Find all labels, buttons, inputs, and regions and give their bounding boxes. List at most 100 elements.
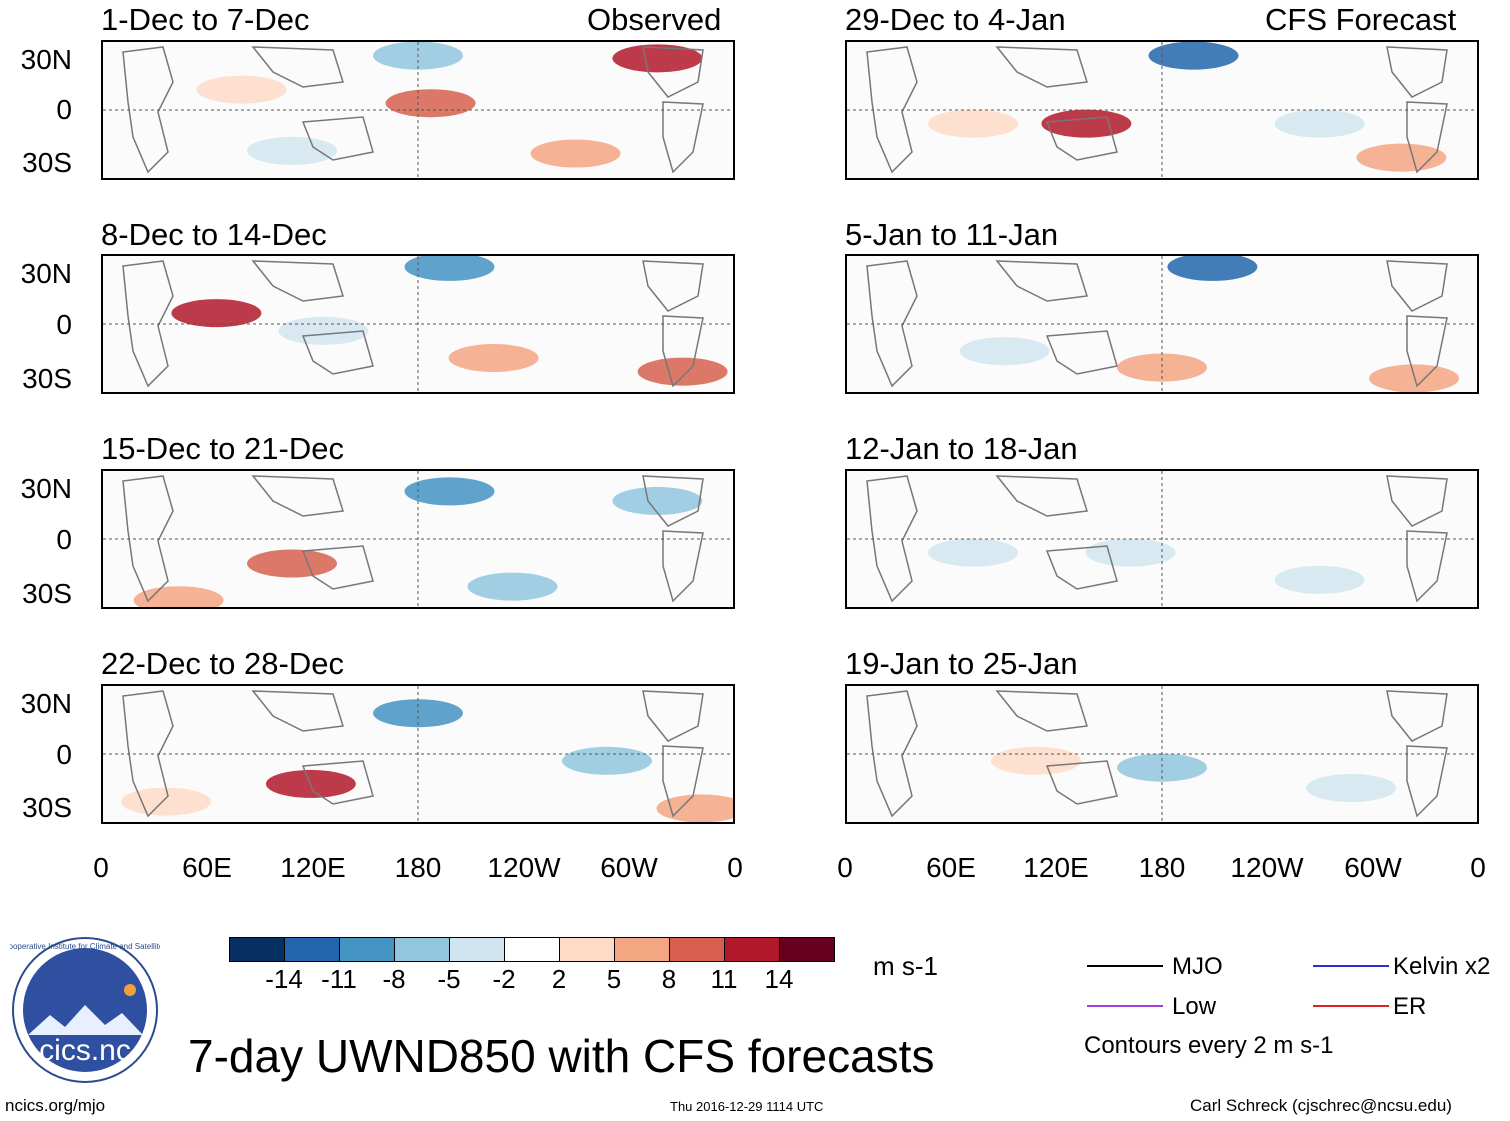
lat-label-30n-2: 30N (20, 258, 72, 289)
coastline (301, 116, 374, 161)
panel-title-left-2: 8-Dec to 14-Dec (101, 217, 327, 252)
colorbar-label-10: 14 (764, 964, 794, 994)
lon-label-right-60w: 60W (1344, 852, 1402, 883)
wind-anomaly-shading (1369, 364, 1459, 392)
coastline (662, 101, 704, 174)
lon-label-left-0: 0 (93, 852, 109, 883)
lat-label-30s-3: 30S (22, 578, 72, 609)
lat-label-30s-1: 30S (22, 147, 72, 178)
wind-anomaly-shading (959, 337, 1050, 366)
lat-label-eq-3: 0 (56, 524, 72, 555)
coastline (122, 475, 174, 603)
lat-label-eq-1: 0 (56, 94, 72, 125)
wind-anomaly-shading (121, 787, 211, 816)
figure-title: 7-day UWND850 with CFS forecasts (188, 1030, 935, 1082)
coastline (122, 46, 174, 174)
wind-anomaly-shading (247, 549, 337, 578)
panel-title-left-4: 22-Dec to 28-Dec (101, 646, 344, 681)
coastline (1386, 690, 1448, 742)
wind-anomaly-shading (373, 699, 463, 728)
lon-label-right-360: 0 (1470, 852, 1486, 883)
coastline (642, 260, 704, 312)
coastline (301, 330, 374, 375)
observed-label: Observed (587, 2, 722, 37)
logo-mountains (28, 1005, 143, 1035)
panel-title-left-1: 1-Dec to 7-Dec (101, 2, 310, 37)
wind-anomaly-shading (612, 486, 703, 515)
colorbar-swatch (559, 937, 615, 962)
colorbar-swatch (229, 937, 285, 962)
footer-timestamp: Thu 2016-12-29 1114 UTC (670, 1099, 824, 1114)
lon-label-right-60e: 60E (926, 852, 976, 883)
coastline (1406, 745, 1448, 818)
logo-text: cics.nc (39, 1034, 131, 1067)
coastline (251, 475, 344, 517)
panel-title-right-2: 5-Jan to 11-Jan (845, 217, 1059, 252)
colorbar (229, 937, 835, 962)
coastline (662, 745, 704, 818)
map-panel-right-1 (845, 40, 1479, 180)
wind-anomaly-shading (196, 75, 287, 104)
coastline (1386, 46, 1448, 98)
wind-anomaly-shading (1356, 143, 1447, 172)
coastline (301, 760, 374, 805)
map-panel-left-3 (101, 469, 735, 609)
lon-label-right-180: 180 (1138, 852, 1186, 883)
wind-anomaly-shading (385, 89, 476, 118)
lat-label-30n-3: 30N (20, 473, 72, 504)
lon-label-left-180: 180 (394, 852, 442, 883)
coastline (301, 545, 374, 590)
lat-label-eq-2: 0 (56, 309, 72, 340)
wind-anomaly-shading (530, 139, 621, 168)
wind-anomaly-shading (1274, 565, 1365, 594)
coastline (642, 46, 704, 98)
colorbar-swatch (724, 937, 780, 962)
colorbar-swatch (779, 937, 835, 962)
wind-anomaly-shading (928, 538, 1018, 567)
wind-anomaly-shading (278, 316, 369, 345)
lon-label-left-60w: 60W (600, 852, 658, 883)
panel-title-right-4: 19-Jan to 25-Jan (845, 646, 1078, 681)
coastline (1045, 545, 1118, 590)
map-panel-left-4 (101, 684, 735, 824)
map-panel-left-1 (101, 40, 735, 180)
coastline (642, 690, 704, 742)
wind-anomaly-shading (562, 746, 652, 775)
wind-anomaly-shading (467, 572, 558, 601)
legend-lines (1087, 965, 1389, 1007)
coastline (642, 475, 704, 527)
colorbar-swatch (614, 937, 670, 962)
lon-label-left-60e: 60E (182, 852, 232, 883)
coastline (662, 315, 704, 388)
colorbar-unit: m s-1 (873, 951, 938, 981)
lat-label-eq-4: 0 (56, 739, 72, 770)
coastline (1386, 260, 1448, 312)
coastline (1386, 475, 1448, 527)
coastline (662, 530, 704, 603)
logo-sun (124, 984, 136, 996)
wind-anomaly-shading (612, 44, 703, 73)
colorbar-label-5: -2 (492, 964, 516, 994)
coastline (995, 475, 1088, 517)
wind-anomaly-shading (1117, 753, 1207, 782)
colorbar-label-8: 8 (661, 964, 677, 994)
footer-credit: Carl Schreck (cjschrec@ncsu.edu) (1190, 1096, 1452, 1115)
map-panel-left-2 (101, 254, 735, 394)
coastline (1406, 315, 1448, 388)
coastline (251, 46, 344, 88)
coastline (995, 260, 1088, 302)
forecast-label: CFS Forecast (1265, 2, 1457, 37)
coastline (866, 46, 918, 174)
lat-label-30s-4: 30S (22, 792, 72, 823)
map-panel-right-3 (845, 469, 1479, 609)
colorbar-label-9: 11 (710, 964, 738, 994)
legend-label-low: Low (1172, 993, 1217, 1020)
lon-label-right-120w: 120W (1230, 852, 1304, 883)
coastline (251, 690, 344, 732)
legend-label-kelvin: Kelvin x2 (1393, 953, 1491, 980)
coastline (866, 690, 918, 818)
coastline (1045, 116, 1118, 161)
footer-url[interactable]: ncics.org/mjo (5, 1096, 106, 1115)
wind-anomaly-shading (991, 746, 1081, 775)
colorbar-label-4: -5 (437, 964, 461, 994)
